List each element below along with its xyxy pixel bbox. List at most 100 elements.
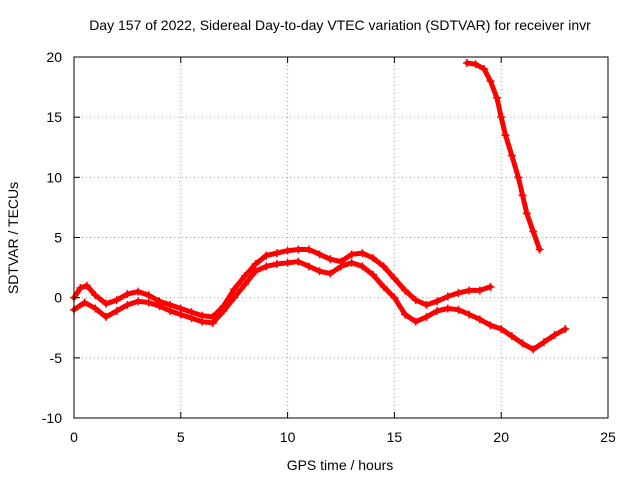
data-point [347, 258, 356, 267]
data-point [219, 306, 228, 315]
data-point [401, 310, 410, 319]
data-point [497, 113, 506, 122]
y-axis-label: SDTVAR / TECUs [5, 182, 21, 294]
data-point [187, 314, 196, 323]
x-tick-label: 10 [280, 429, 296, 445]
data-point [507, 151, 516, 160]
data-point [208, 318, 217, 327]
data-point [463, 59, 472, 68]
data-point [82, 281, 91, 290]
data-point [454, 288, 463, 297]
data-point [454, 305, 463, 314]
y-tick-label: 5 [54, 230, 62, 246]
x-axis-label: GPS time / hours [287, 457, 394, 473]
data-point [123, 290, 132, 299]
data-point [240, 280, 249, 289]
data-point [294, 245, 303, 254]
data-point [475, 315, 484, 324]
data-point [240, 272, 249, 281]
data-point [492, 93, 501, 102]
data-point [102, 299, 111, 308]
data-point [535, 245, 544, 254]
y-tick-label: -5 [50, 350, 63, 366]
data-point [112, 306, 121, 315]
data-point [112, 296, 121, 305]
data-point [80, 298, 89, 307]
data-point [486, 321, 495, 330]
data-point [283, 246, 292, 255]
data-point [514, 173, 523, 182]
series-line [71, 247, 493, 320]
data-point [539, 338, 548, 347]
data-point [480, 65, 489, 74]
x-tick-label: 25 [600, 429, 616, 445]
data-point [91, 304, 100, 313]
data-point [272, 259, 281, 268]
data-point [198, 317, 207, 326]
data-point [283, 258, 292, 267]
data-point [529, 345, 538, 354]
data-point [134, 297, 143, 306]
data-point [390, 293, 399, 302]
data-point [369, 253, 378, 262]
chart-title: Day 157 of 2022, Sidereal Day-to-day VTE… [89, 17, 591, 33]
data-point [251, 267, 260, 276]
x-tick-label: 5 [177, 429, 185, 445]
x-tick-label: 15 [387, 429, 403, 445]
data-point [262, 262, 271, 271]
data-point [522, 209, 531, 218]
x-tick-label: 20 [493, 429, 509, 445]
y-tick-label: 10 [46, 169, 62, 185]
data-point [91, 291, 100, 300]
data-point [326, 269, 335, 278]
data-point [561, 324, 570, 333]
y-tick-label: -10 [42, 410, 62, 426]
data-point [326, 255, 335, 264]
data-point [471, 60, 480, 69]
data-point [262, 251, 271, 260]
data-point [401, 286, 410, 295]
data-point [390, 274, 399, 283]
data-point [134, 287, 143, 296]
data-point [465, 310, 474, 319]
y-tick-label: 0 [54, 290, 62, 306]
data-point [166, 306, 175, 315]
data-point [102, 312, 111, 321]
data-point [518, 339, 527, 348]
data-point [507, 332, 516, 341]
data-point [433, 297, 442, 306]
grid [74, 57, 608, 418]
data-point [358, 249, 367, 258]
data-point [358, 262, 367, 271]
data-point [347, 250, 356, 259]
x-tick-label: 0 [70, 429, 78, 445]
data-point [369, 270, 378, 279]
y-tick-label: 20 [46, 49, 62, 65]
axis-ticks: 0 5 10 15 20 25 -10 -5 0 5 10 15 20 [42, 49, 616, 445]
series-track-b [70, 257, 570, 354]
data-point [251, 259, 260, 268]
data-point [144, 291, 153, 300]
data-point [501, 131, 510, 140]
data-point [379, 282, 388, 291]
data-point [486, 282, 495, 291]
data-point [230, 285, 239, 294]
series-track-c [463, 59, 544, 254]
data-point [411, 317, 420, 326]
data-point [123, 300, 132, 309]
data-point [486, 77, 495, 86]
data-point [529, 227, 538, 236]
data-point [294, 257, 303, 266]
data-point [443, 304, 452, 313]
data-point [337, 262, 345, 271]
data-point [272, 249, 281, 258]
data-point [475, 286, 484, 295]
data-point [379, 262, 388, 271]
data-point [443, 292, 452, 301]
data-point [422, 300, 431, 309]
data-series [70, 59, 570, 354]
data-point [411, 296, 420, 305]
data-point [518, 191, 527, 200]
data-point [76, 284, 85, 293]
